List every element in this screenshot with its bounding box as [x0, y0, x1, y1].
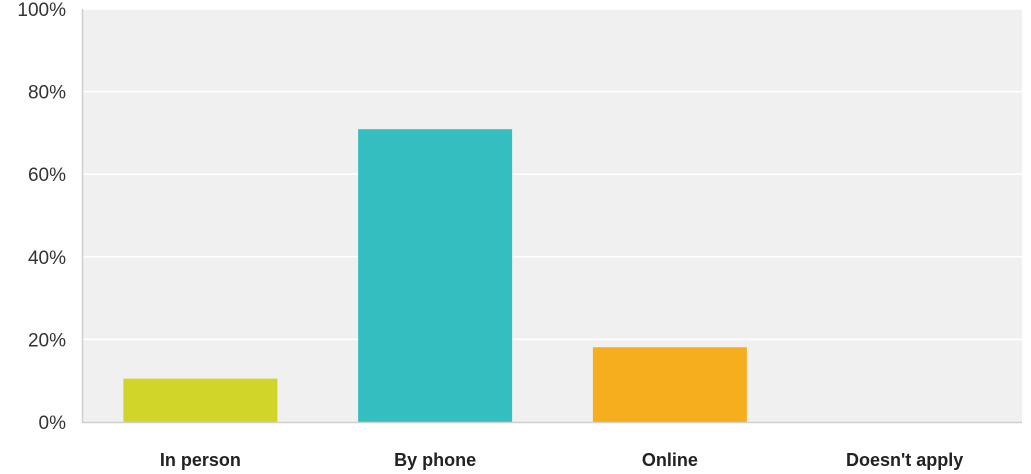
- x-category-label-online: Online: [642, 450, 698, 470]
- y-tick-label-100: 100%: [17, 0, 66, 21]
- x-category-label-by-phone: By phone: [394, 450, 476, 470]
- y-tick-label-60: 60%: [28, 165, 66, 186]
- x-axis-labels: In person By phone Online Doesn't apply: [160, 450, 963, 470]
- y-tick-label-0: 0%: [39, 413, 67, 434]
- y-axis-ticks: 0% 20% 40% 60% 80% 100%: [17, 0, 66, 434]
- bar-by-phone: [358, 129, 513, 423]
- x-category-label-doesn-t-apply: Doesn't apply: [846, 450, 963, 470]
- gridlines: [83, 8, 1022, 341]
- x-category-label-in-person: In person: [160, 450, 241, 470]
- plot-background: [83, 9, 1022, 422]
- bar-in-person: [123, 378, 278, 422]
- y-tick-label-40: 40%: [28, 248, 66, 269]
- bars: [123, 129, 747, 423]
- y-tick-label-20: 20%: [28, 330, 66, 351]
- bar-online: [592, 347, 747, 422]
- y-tick-label-80: 80%: [28, 83, 66, 104]
